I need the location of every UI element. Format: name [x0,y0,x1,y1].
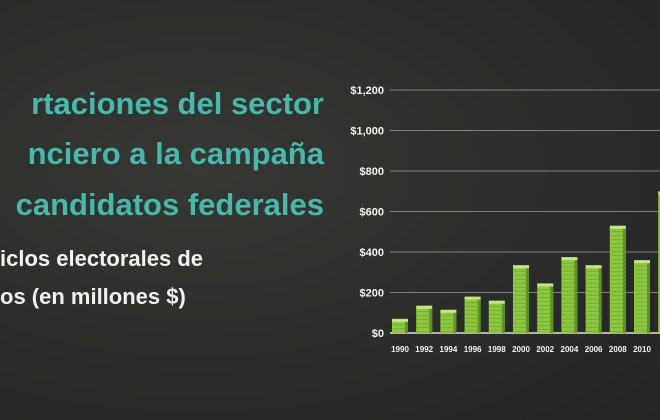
bar [392,318,408,333]
bar-face [634,262,650,333]
bar [440,309,457,333]
x-tick-label: 1996 [464,345,482,354]
bar-top [561,257,578,261]
x-tick-label: 1990 [391,345,409,354]
bar-side [405,320,408,333]
bar [513,265,529,333]
bar [464,296,481,333]
bar [585,265,602,333]
y-tick-label: $800 [360,166,384,178]
subtitle-line-1: iclos electorales de [0,246,203,271]
x-tick-label: 2006 [585,345,603,354]
bar-face [464,298,481,333]
x-tick-label: 1992 [415,345,433,354]
x-tick-label: 1998 [488,345,506,354]
bar-top [488,300,505,304]
bar-side [526,267,529,333]
bar-side [622,227,626,333]
bar-side [429,307,433,333]
chart-title: rtaciones del sector nciero a la campaña… [0,88,330,238]
y-tick-label: $600 [360,207,384,219]
x-tick-label: 2000 [512,345,530,354]
bar [609,225,626,333]
bar-side [647,262,650,333]
bar-face [585,267,602,333]
title-line-3: candidatos federales [15,187,324,222]
bar-top [392,318,408,322]
bar-face [658,193,660,333]
bar [416,305,433,333]
y-tick-label: $400 [360,247,384,259]
x-tick-label: 2004 [561,345,579,354]
bar-side [501,302,505,333]
bar-side [453,311,457,333]
bar-face [609,227,626,333]
title-line-1: rtaciones del sector [31,88,324,121]
x-tick-label: 1994 [440,345,458,354]
x-tick-label: 2010 [633,345,651,354]
bar-face [561,259,578,333]
bar-face [392,320,408,333]
bar-face [513,267,529,333]
bar [488,300,505,333]
bar-top [537,283,554,287]
y-tick-label: $1,000 [350,126,384,138]
y-tick-label: $0 [372,328,384,340]
bar-top [416,305,433,309]
bar [561,257,578,333]
subtitle-line-2: os (en millones $) [0,284,186,309]
x-tick-label: 2002 [536,345,554,354]
bar [537,283,554,333]
bar-face [416,307,433,333]
bar-top [440,309,457,313]
bar-face [488,302,505,333]
y-tick-label: $1,200 [350,85,384,97]
bar [658,191,660,333]
bar-top [634,260,650,264]
bar-top [609,225,626,229]
chart-subtitle: iclos electorales de os (en millones $) [0,244,330,314]
bar-side [574,259,578,333]
bar-top [585,265,602,269]
bar-top [464,296,481,300]
bar-side [598,267,602,333]
bar-top [513,265,529,269]
title-line-2: nciero a la campaña [27,136,324,171]
y-tick-label: $200 [360,288,384,300]
bar [634,260,650,333]
bar-top [658,191,660,195]
bar-side [477,298,481,333]
x-tick-label: 2008 [609,345,627,354]
